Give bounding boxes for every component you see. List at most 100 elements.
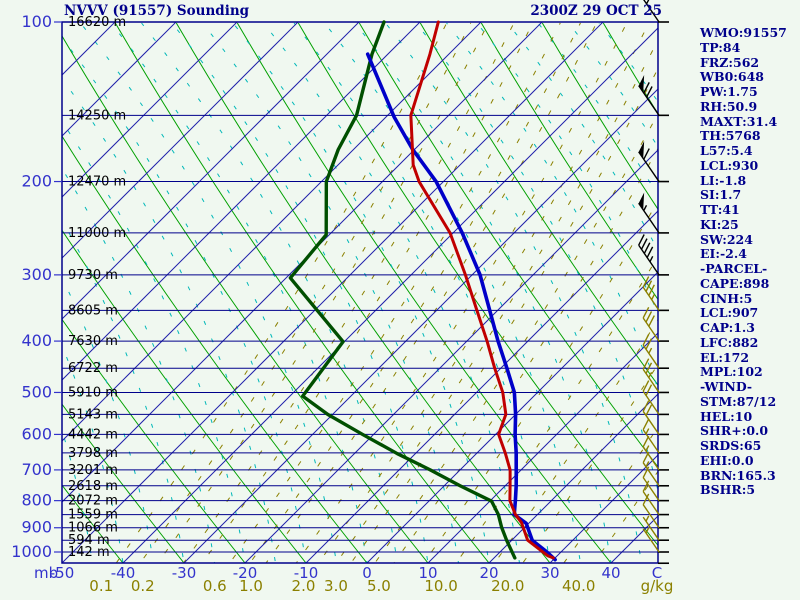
wind-barb — [642, 418, 660, 454]
wind-barb — [642, 358, 660, 393]
isotherm-line — [488, 393, 658, 563]
ratio-unit-label: g/kg — [641, 577, 674, 595]
isotherm-line — [427, 332, 658, 563]
wind-barb — [642, 334, 660, 369]
stat-line: CAP:1.3 — [700, 320, 755, 335]
mixing-ratio-line — [183, 22, 515, 563]
page-title: NVVV (91557) Sounding — [64, 3, 250, 19]
temp-tick-label: -10 — [294, 564, 319, 582]
mixing-ratio-line — [335, 38, 658, 563]
wind-barb — [642, 527, 660, 553]
temp-tick-label: 30 — [540, 564, 559, 582]
temp-tick-label: -20 — [233, 564, 258, 582]
stat-line: HEL:10 — [700, 408, 753, 424]
mixing-ratio-line — [295, 22, 628, 563]
isotherm-line — [0, 22, 54, 563]
pressure-tick-label: 1000 — [11, 542, 52, 561]
dry-adiabat-line — [541, 22, 658, 211]
mixing-ratio-tick-label: 10.0 — [424, 577, 457, 595]
wind-barb — [642, 276, 660, 311]
stat-line: -PARCEL- — [700, 261, 768, 276]
height-labels: 16620 m 14250 m 12470 m 11000 m 9730 m 8605 m… — [68, 15, 126, 560]
isotherm-line — [62, 22, 604, 563]
isotherm-line — [62, 22, 421, 381]
moist-adiabat-line — [62, 277, 154, 563]
dry-adiabat-line — [62, 135, 368, 563]
temperature-curve — [409, 20, 555, 560]
stat-line: KI:25 — [700, 216, 739, 232]
stat-line: TT:41 — [700, 202, 740, 217]
moist-adiabat-line — [202, 22, 459, 563]
moist-adiabat-line — [62, 37, 307, 563]
moist-adiabat-line — [62, 77, 276, 563]
height-label: 2618 m — [68, 479, 118, 494]
temp-tick-label: 20 — [479, 564, 498, 582]
mixing-ratio-line — [201, 22, 534, 563]
dry-adiabat-line — [62, 562, 63, 563]
mixing-ratio-line — [593, 470, 658, 563]
moist-adiabat-line — [62, 559, 63, 563]
wind-barb — [642, 435, 660, 471]
pressure-tick-label: 700 — [21, 460, 52, 479]
isotherm-line — [62, 22, 238, 198]
temperature-axis: -50 -40 -30 -20 -10 0 10 20 30 40 C — [50, 564, 662, 582]
moist-adiabat-line — [446, 22, 658, 391]
dry-adiabat-line — [114, 22, 490, 563]
mixing-ratio-line — [423, 199, 658, 563]
isotherm-line — [244, 149, 658, 563]
height-label: 9730 m — [68, 268, 118, 283]
height-label: 6722 m — [68, 361, 118, 376]
dry-adiabat-line — [419, 22, 658, 386]
wind-barb — [642, 466, 660, 502]
temp-tick-label: 0 — [362, 564, 372, 582]
isotherm-line — [549, 454, 658, 563]
mixing-ratio-tick-label: 3.0 — [324, 577, 348, 595]
background-isopleths — [0, 22, 658, 563]
stat-line: MAXT:31.4 — [700, 113, 778, 129]
mixing-ratio-line — [318, 22, 650, 563]
mixing-ratio-tick-label: 2.0 — [292, 577, 316, 595]
height-label: 5143 m — [68, 407, 118, 422]
pressure-unit-label: mb — [34, 564, 58, 582]
wind-barb — [642, 400, 660, 435]
height-label: 7630 m — [68, 334, 118, 349]
temp-tick-label: -30 — [172, 564, 197, 582]
height-label: 3798 m — [68, 446, 118, 461]
wind-barb — [642, 493, 660, 529]
moist-adiabat-line — [62, 121, 246, 563]
height-label: 11000 m — [68, 226, 126, 241]
height-label: 4442 m — [68, 427, 118, 442]
stat-line: LFC:882 — [700, 334, 759, 350]
height-label: 8605 m — [68, 303, 118, 318]
dry-adiabat-line — [62, 403, 185, 563]
isotherm-line — [305, 210, 658, 563]
mixing-ratio-tick-label: 20.0 — [491, 577, 524, 595]
stat-line: LCL:907 — [700, 305, 759, 321]
parcel-curve — [365, 52, 557, 562]
stat-line: -WIND- — [700, 379, 753, 394]
stats-panel: WMO:91557 TP:84 FRZ:562 WB0:648 PW:1.75 RH:50… — [700, 25, 798, 498]
dry-adiabat-line — [62, 318, 246, 563]
pressure-tick-label: 400 — [21, 331, 52, 350]
temp-tick-label: -50 — [50, 564, 75, 582]
stat-line: SI:1.7 — [700, 187, 742, 203]
wind-barb — [638, 74, 660, 116]
isotherm-line — [62, 22, 177, 137]
moist-adiabat-line — [80, 22, 337, 563]
wind-barb — [642, 480, 660, 515]
wind-barb — [638, 192, 660, 234]
stat-line: SW:224 — [700, 231, 753, 247]
dewpoint-curve — [288, 20, 517, 560]
mixing-ratio-tick-label: 5.0 — [367, 577, 391, 595]
wind-barb — [638, 234, 660, 276]
stat-line: BSHR:5 — [700, 482, 756, 498]
sounding-datetime: 2300Z 29 OCT 25 — [530, 3, 662, 19]
stat-line: SRDS:65 — [700, 438, 762, 453]
moist-adiabat-line — [385, 22, 642, 563]
stat-line: PW:1.75 — [700, 84, 758, 99]
stat-line: TH:5768 — [700, 128, 761, 144]
dry-adiabat-line — [358, 22, 658, 468]
mixing-ratio-line — [115, 22, 448, 563]
mixing-ratio-tick-label: 1.0 — [239, 577, 263, 595]
